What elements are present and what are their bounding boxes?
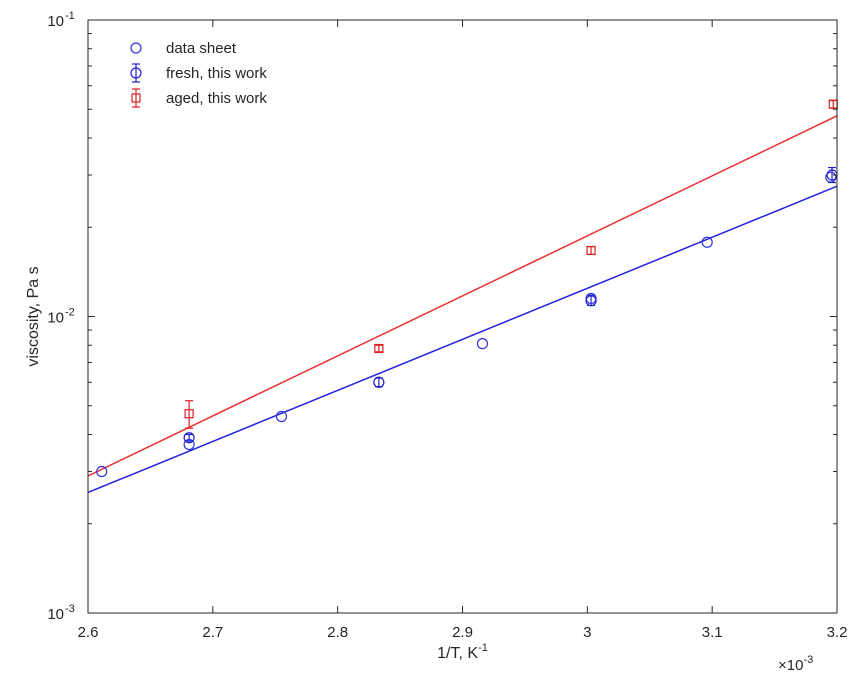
- legend-marker-3: [131, 93, 141, 103]
- point-2-1: [183, 432, 195, 444]
- axes: 2.6 2.7 2.8 2.9 3 3.1 3.210-310-210 -11/T, K-1×…: [25, 10, 847, 674]
- y-axis-label: viscosity, Pa s: [25, 266, 42, 366]
- x-axis-label: 1/T, K-1: [437, 642, 488, 662]
- x-axis-multiplier: ×10-3: [778, 654, 813, 674]
- x-tick-label-6: 3.1: [702, 624, 723, 641]
- y-tick-label-1: 10: [47, 606, 64, 623]
- point-2-3: [585, 295, 597, 307]
- fit-line-1: [88, 185, 837, 494]
- legend-marker-2: [130, 67, 142, 79]
- error-bars: [185, 99, 838, 442]
- x-tick-label-1: 2.6: [78, 624, 99, 641]
- x-tick-label-4: 2.9: [452, 624, 473, 641]
- y-tick-exponent-1: -3: [65, 603, 75, 615]
- y-tick-label-2: 10: [47, 310, 64, 327]
- x-tick-label-3: 2.8: [327, 624, 348, 641]
- legend-label-2: fresh, this work: [166, 65, 267, 82]
- x-axis-label-exponent: -1: [478, 642, 488, 654]
- legend-label-3: aged, this work: [166, 90, 267, 107]
- point-1-2: [183, 438, 195, 451]
- plot-frame: [87, 19, 838, 614]
- point-1-5: [476, 338, 489, 350]
- point-1-7: [701, 236, 713, 248]
- data-points: [96, 99, 838, 478]
- point-3-2: [374, 343, 384, 354]
- x-tick-label-7: 3.2: [827, 624, 848, 641]
- y-tick-exponent-2: -2: [65, 307, 75, 319]
- legend: data sheet fresh, this work aged, this wor…: [130, 40, 267, 108]
- y-tick-exponent-3: -1: [65, 10, 75, 22]
- point-3-3: [586, 245, 596, 256]
- x-tick-label-2: 2.7: [202, 624, 223, 641]
- fit-lines: [88, 115, 837, 494]
- point-1-3: [275, 410, 288, 423]
- point-3-1: [184, 409, 194, 419]
- point-1-1: [96, 465, 108, 478]
- fit-line-2: [88, 115, 837, 477]
- legend-marker-1: [130, 42, 142, 54]
- point-2-2: [373, 376, 385, 388]
- x-tick-label-5: 3: [583, 624, 591, 641]
- point-1-8: [825, 171, 837, 183]
- y-tick-label-3: 10: [47, 13, 64, 30]
- legend-label-1: data sheet: [166, 40, 237, 57]
- x-axis-multiplier-exponent: -3: [803, 654, 813, 666]
